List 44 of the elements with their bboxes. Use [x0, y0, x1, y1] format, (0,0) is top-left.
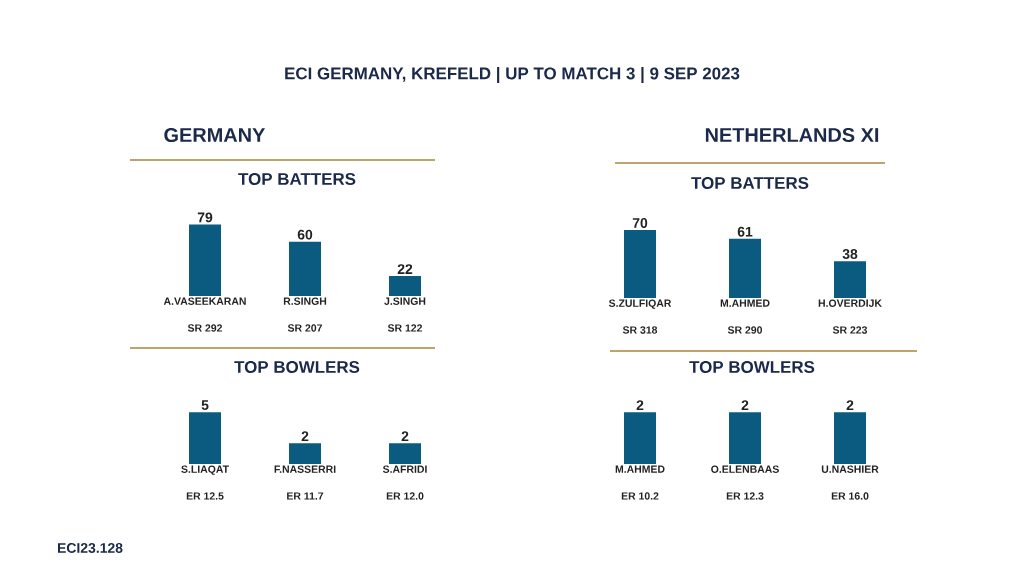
chart-title: TOP BOWLERS — [234, 360, 360, 373]
text: SR 122 — [387, 324, 423, 332]
text: ER 12.0 — [386, 492, 424, 500]
x-tick-label: F.NASSERRI — [274, 465, 336, 473]
x-tick-label: S.AFRIDI — [382, 465, 427, 473]
data-label: 2 — [741, 400, 749, 410]
x-tick-label: A.VASEEKARAN — [163, 297, 246, 305]
chart-title: TOP BOWLERS — [689, 360, 815, 373]
text: ER 16.0 — [831, 492, 869, 500]
text: ECI GERMANY, KREFELD | UP TO MATCH 3 | 9 SEP 2023 — [285, 66, 740, 84]
text: SR 223 — [832, 326, 868, 334]
chart-title: GERMANY — [164, 127, 266, 143]
data-label: 60 — [297, 229, 313, 240]
text: SR 292 — [187, 324, 223, 332]
text: ER 12.5 — [186, 492, 224, 500]
data-label: 79 — [197, 212, 213, 223]
text: SR 318 — [622, 326, 658, 334]
chart-subtitle: TOP BATTERS — [238, 172, 356, 185]
text: SR 207 — [287, 324, 322, 332]
x-tick-label: U.NASHIER — [821, 465, 879, 473]
x-tick-label: M.AHMED — [615, 465, 665, 473]
data-label: 2 — [636, 400, 644, 410]
chart-subtitle: TOP BATTERS — [691, 176, 809, 189]
text: SR 290 — [727, 326, 763, 334]
chart-title: NETHERLANDS XI — [705, 127, 879, 143]
text: ER 10.2 — [621, 492, 659, 500]
x-tick-label: O.ELENBAAS — [711, 465, 779, 473]
text: ECI23.128 — [57, 543, 123, 553]
data-label: 2 — [846, 400, 854, 410]
x-tick-label: S.ZULFIQAR — [608, 299, 672, 309]
x-tick-label: S.LIAQAT — [181, 465, 229, 475]
data-label: 2 — [401, 431, 409, 442]
x-tick-label: R.SINGH — [283, 297, 327, 305]
data-label: 22 — [397, 264, 413, 274]
data-label: 2 — [301, 431, 309, 442]
data-label: 38 — [842, 249, 858, 259]
data-label: 61 — [737, 226, 753, 237]
x-tick-label: M.AHMED — [720, 299, 770, 307]
text: ER 11.7 — [287, 492, 324, 500]
data-label: 70 — [632, 218, 648, 228]
data-label: 5 — [201, 400, 209, 411]
x-tick-label: J.SINGH — [384, 297, 426, 305]
x-tick-label: H.OVERDIJK — [818, 299, 882, 307]
text: ER 12.3 — [726, 492, 764, 500]
